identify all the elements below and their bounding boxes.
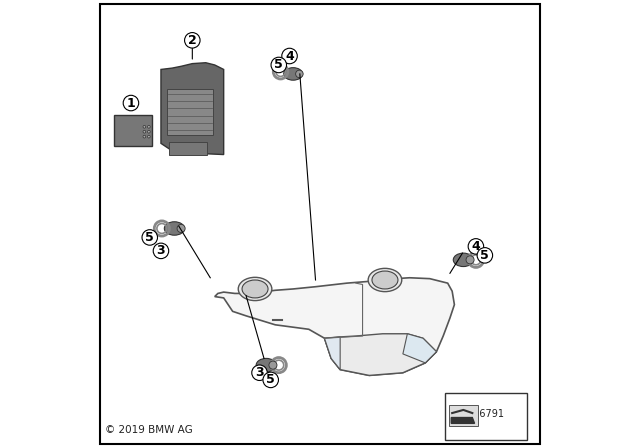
Ellipse shape [269,361,277,369]
PathPatch shape [324,337,340,370]
Text: 5: 5 [275,58,283,72]
Text: 506791: 506791 [467,409,504,419]
Circle shape [143,130,146,133]
Ellipse shape [296,70,303,78]
Circle shape [148,135,150,138]
FancyBboxPatch shape [167,89,213,135]
PathPatch shape [403,334,436,363]
Ellipse shape [372,271,398,289]
FancyBboxPatch shape [449,405,477,426]
Ellipse shape [238,277,272,301]
Text: 5: 5 [481,249,489,262]
Ellipse shape [368,268,402,292]
Text: © 2019 BMW AG: © 2019 BMW AG [105,426,193,435]
PathPatch shape [324,334,436,375]
Ellipse shape [453,253,474,267]
PathPatch shape [215,278,454,375]
PathPatch shape [161,63,224,155]
Text: 1: 1 [127,96,135,110]
Ellipse shape [284,68,303,80]
Ellipse shape [466,256,474,264]
Text: 4: 4 [472,240,480,253]
FancyBboxPatch shape [169,142,207,155]
Text: 3: 3 [157,244,165,258]
Ellipse shape [177,224,185,233]
Polygon shape [451,418,475,423]
Circle shape [148,125,150,128]
Ellipse shape [164,222,184,235]
Circle shape [148,130,150,133]
Ellipse shape [256,358,276,372]
Text: 5: 5 [266,373,275,387]
Circle shape [143,135,146,138]
Circle shape [143,125,146,128]
Ellipse shape [242,280,268,298]
Text: 3: 3 [255,366,264,379]
FancyBboxPatch shape [445,393,527,440]
Text: 5: 5 [145,231,154,244]
Text: 4: 4 [285,49,294,63]
FancyBboxPatch shape [114,115,152,146]
Text: 2: 2 [188,34,196,47]
